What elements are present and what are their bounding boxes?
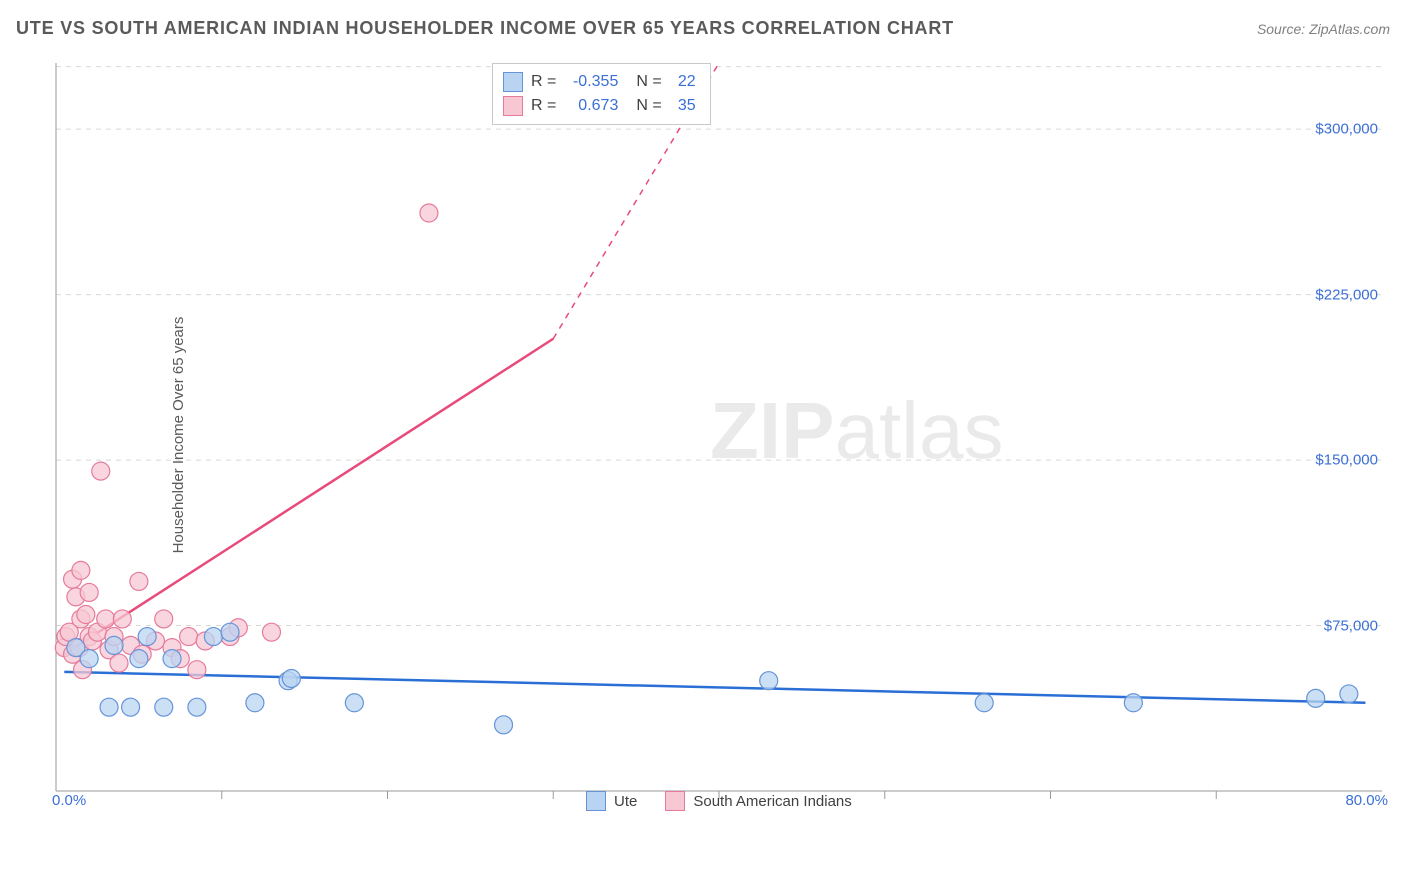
y-tick-label: $225,000 xyxy=(1315,286,1378,303)
x-axis-min-label: 0.0% xyxy=(52,792,86,809)
series-swatch xyxy=(665,791,685,811)
plot-area: Householder Income Over 65 years $75,000… xyxy=(50,55,1390,815)
series-swatch xyxy=(586,791,606,811)
series-legend: Ute South American Indians xyxy=(586,791,852,811)
x-axis-max-label: 80.0% xyxy=(1345,792,1388,809)
chart-svg xyxy=(50,55,1390,815)
source-label: Source: ZipAtlas.com xyxy=(1257,21,1390,37)
stats-row: R =0.673N =35 xyxy=(503,94,696,118)
series-swatch xyxy=(503,72,523,92)
y-tick-label: $75,000 xyxy=(1324,617,1378,634)
legend-item: Ute xyxy=(586,791,637,811)
stats-row: R =-0.355N =22 xyxy=(503,70,696,94)
y-tick-label: $300,000 xyxy=(1315,121,1378,138)
y-tick-label: $150,000 xyxy=(1315,452,1378,469)
chart-title: UTE VS SOUTH AMERICAN INDIAN HOUSEHOLDER… xyxy=(16,18,954,39)
series-swatch xyxy=(503,96,523,116)
stats-legend-box: R =-0.355N =22R =0.673N =35 xyxy=(492,63,711,125)
y-axis-label: Householder Income Over 65 years xyxy=(170,317,187,554)
legend-item: South American Indians xyxy=(665,791,851,811)
